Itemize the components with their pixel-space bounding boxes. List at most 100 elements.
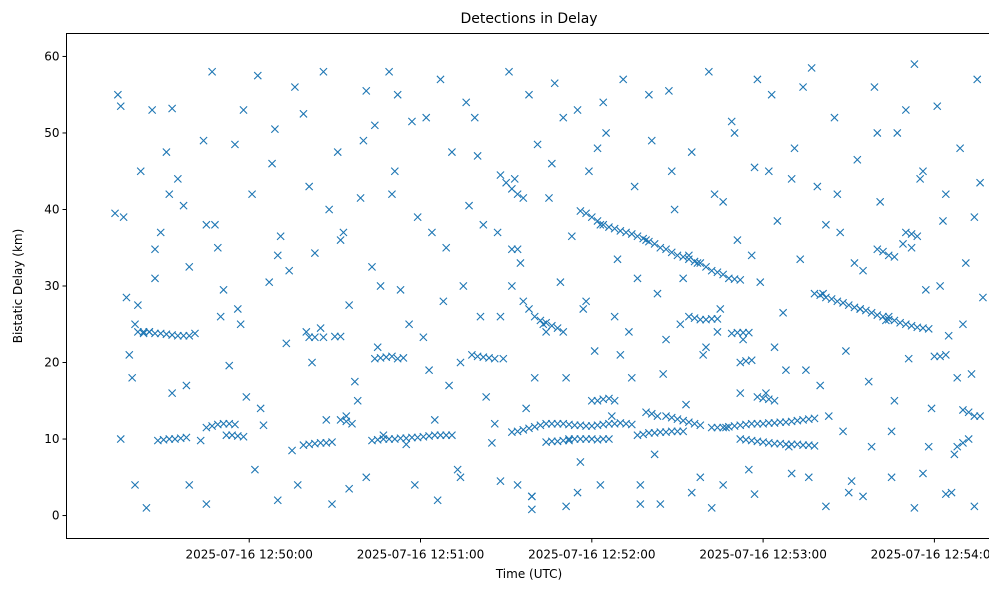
x-tick-label: 2025-07-16 12:54:00	[871, 548, 989, 562]
data-point	[627, 373, 636, 382]
data-point	[265, 278, 274, 287]
data-point	[604, 223, 613, 232]
data-point	[907, 243, 916, 252]
data-point	[653, 412, 662, 421]
plot-area	[111, 60, 987, 514]
data-point	[493, 228, 502, 237]
y-tick-label: 0	[52, 509, 60, 523]
data-point	[859, 492, 868, 501]
data-point	[619, 75, 628, 84]
data-point	[827, 295, 836, 303]
data-point	[419, 333, 428, 342]
data-point	[781, 366, 790, 375]
data-point	[613, 255, 622, 264]
data-point	[522, 404, 531, 413]
data-point	[436, 75, 445, 84]
data-point	[642, 408, 651, 417]
data-point	[348, 419, 356, 428]
data-point	[527, 505, 536, 514]
data-point	[225, 361, 234, 370]
data-point	[599, 220, 608, 229]
data-point	[584, 167, 593, 176]
data-point	[844, 488, 853, 497]
data-point	[525, 90, 533, 99]
data-point	[636, 500, 645, 509]
data-point	[687, 488, 696, 497]
x-tick-label: 2025-07-16 12:50:00	[185, 548, 312, 562]
data-point	[582, 422, 591, 431]
data-point	[353, 396, 362, 405]
data-point	[473, 151, 482, 160]
data-point	[616, 226, 625, 235]
data-point	[673, 415, 682, 424]
data-point	[767, 90, 776, 99]
data-point	[679, 427, 688, 436]
data-point	[530, 312, 539, 321]
data-point	[236, 320, 245, 329]
data-point	[579, 304, 588, 313]
data-point	[947, 488, 956, 497]
data-point	[770, 343, 779, 352]
data-point	[576, 207, 585, 216]
data-point	[673, 427, 682, 436]
data-point	[847, 477, 856, 486]
data-point	[730, 128, 739, 137]
data-point	[530, 422, 539, 431]
data-point	[770, 396, 779, 405]
data-point	[113, 90, 122, 99]
data-point	[407, 117, 416, 126]
data-point	[859, 266, 868, 275]
data-point	[659, 370, 668, 378]
data-point	[913, 232, 922, 241]
data-point	[530, 373, 539, 382]
data-point	[936, 352, 945, 361]
data-point	[128, 373, 137, 382]
data-point	[879, 247, 888, 256]
data-point	[499, 354, 508, 363]
data-point	[447, 431, 456, 440]
data-point	[131, 480, 140, 489]
data-point	[970, 412, 979, 421]
data-point	[433, 496, 442, 505]
y-axis-label: Bistatic Delay (km)	[11, 229, 25, 344]
data-point	[490, 354, 499, 363]
data-point	[816, 381, 825, 390]
data-point	[336, 236, 345, 245]
data-point	[667, 413, 676, 422]
data-point	[850, 303, 859, 312]
data-point	[770, 439, 779, 448]
data-point	[881, 316, 890, 325]
data-point	[764, 418, 773, 427]
data-point	[610, 224, 619, 233]
data-point	[624, 327, 633, 336]
data-point	[556, 278, 565, 287]
data-point	[744, 328, 753, 337]
data-point	[887, 427, 896, 436]
data-point	[564, 436, 573, 445]
data-point	[936, 282, 945, 290]
data-point	[270, 125, 279, 134]
data-point	[285, 266, 294, 275]
data-point	[750, 490, 759, 499]
data-point	[587, 396, 596, 405]
data-point	[276, 232, 285, 241]
data-point	[639, 234, 648, 243]
data-point	[921, 285, 930, 294]
data-point	[910, 60, 919, 69]
data-point	[248, 190, 257, 199]
data-point	[430, 415, 439, 424]
data-point	[342, 417, 351, 426]
data-point	[801, 366, 810, 375]
data-point	[168, 104, 177, 113]
data-point	[459, 282, 468, 290]
data-point	[385, 435, 394, 444]
data-point	[465, 201, 474, 210]
data-point	[647, 136, 656, 145]
data-point	[976, 178, 985, 187]
data-point	[910, 503, 919, 512]
data-point	[239, 106, 248, 115]
data-point	[733, 328, 742, 337]
data-point	[599, 435, 608, 444]
data-point	[202, 500, 211, 509]
data-point	[821, 293, 830, 302]
